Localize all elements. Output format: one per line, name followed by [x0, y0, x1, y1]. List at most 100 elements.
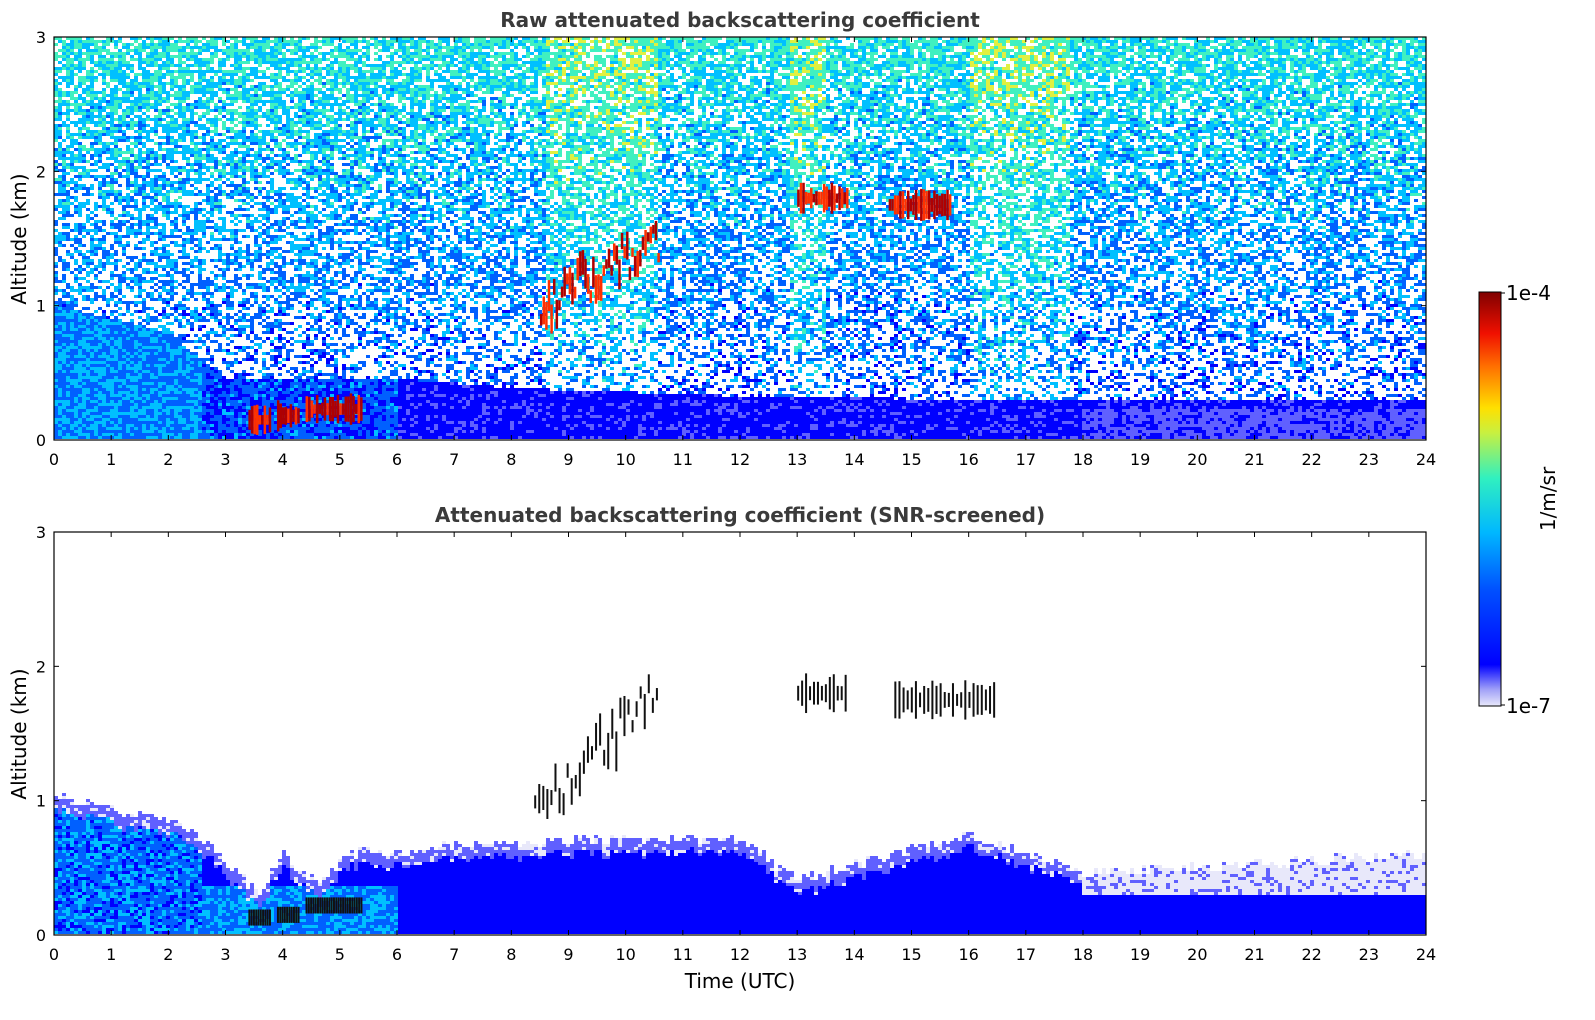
- aerosol-layer-mark: [356, 897, 358, 913]
- aerosol-layer-mark: [288, 907, 290, 923]
- strong-backscatter-mark: [285, 407, 288, 425]
- cloud-mark: [981, 685, 983, 715]
- y-tick-label: 3: [36, 28, 46, 47]
- cloud-mark: [554, 764, 556, 792]
- cloud-mark: [898, 681, 900, 718]
- x-tick-label: 1: [106, 450, 116, 469]
- aerosol-layer-mark: [279, 907, 281, 923]
- cloud-mark: [993, 682, 995, 718]
- strong-backscatter-mark: [838, 186, 841, 210]
- x-tick-label: 24: [1416, 945, 1436, 964]
- x-tick-label: 16: [958, 450, 978, 469]
- cloud-mark: [628, 699, 630, 714]
- cloud-mark: [919, 693, 921, 708]
- cloud-mark: [817, 682, 819, 705]
- strong-backscatter-mark: [290, 404, 293, 427]
- aerosol-layer-mark: [253, 909, 255, 925]
- strong-backscatter-mark: [841, 188, 844, 208]
- strong-backscatter-mark: [264, 406, 267, 435]
- strong-backscatter-mark: [553, 279, 556, 295]
- x-tick-label: 22: [1301, 450, 1321, 469]
- cloud-mark: [632, 720, 634, 732]
- strong-backscatter-mark: [899, 191, 902, 219]
- cloud-mark: [907, 690, 909, 709]
- strong-backscatter-mark: [574, 287, 577, 299]
- strong-backscatter-mark: [928, 190, 931, 219]
- cloud-mark: [968, 692, 970, 708]
- aerosol-layer-mark: [360, 897, 362, 913]
- strong-backscatter-mark: [902, 191, 905, 218]
- aerosol-layer-mark: [324, 897, 326, 913]
- aerosol-layer-mark: [264, 909, 266, 925]
- raw-backscatter-panel: Raw attenuated backscattering coefficien…: [7, 8, 1436, 469]
- y-tick-label: 2: [36, 657, 46, 676]
- cloud-mark: [923, 686, 925, 714]
- y-tick-label: 0: [36, 926, 46, 945]
- strong-backscatter-mark: [889, 199, 892, 211]
- cloud-mark: [833, 674, 835, 712]
- y-tick-label: 3: [36, 523, 46, 542]
- aerosol-layer-mark: [331, 897, 333, 913]
- cloud-mark: [801, 681, 803, 706]
- cloud-mark: [615, 731, 617, 771]
- strong-backscatter-mark: [836, 193, 839, 202]
- cloud-mark: [648, 674, 650, 693]
- aerosol-layer-mark: [267, 909, 269, 925]
- x-tick-label: 12: [730, 450, 750, 469]
- strong-backscatter-mark: [831, 183, 834, 214]
- x-tick-label: 0: [49, 945, 59, 964]
- strong-backscatter-mark: [277, 400, 280, 431]
- aerosol-layer-mark: [338, 897, 340, 913]
- strong-backscatter-mark: [571, 273, 574, 305]
- strong-backscatter-mark: [833, 186, 836, 211]
- cloud-mark: [567, 763, 569, 777]
- strong-backscatter-mark: [360, 397, 363, 421]
- x-tick-label: 1: [106, 945, 116, 964]
- cloud-mark: [837, 686, 839, 701]
- strong-backscatter-mark: [548, 280, 551, 311]
- y-tick-label: 1: [36, 792, 46, 811]
- x-tick-label: 8: [506, 450, 516, 469]
- strong-backscatter-mark: [642, 237, 645, 250]
- strong-backscatter-mark: [807, 193, 810, 204]
- aerosol-layer-mark: [295, 907, 297, 923]
- x-tick-label: 19: [1130, 945, 1150, 964]
- heatmap-raw: [54, 37, 1426, 439]
- x-tick-label: 9: [563, 450, 573, 469]
- strong-backscatter-mark: [917, 196, 920, 213]
- aerosol-layer-mark: [349, 897, 351, 913]
- colorbar: 1e-4 1e-7 1/m/sr: [1479, 281, 1560, 718]
- x-tick-label: 2: [163, 945, 173, 964]
- strong-backscatter-mark: [946, 190, 949, 220]
- strong-backscatter-mark: [311, 400, 314, 417]
- cloud-mark: [948, 693, 950, 707]
- strong-backscatter-mark: [579, 251, 582, 276]
- aerosol-layer-mark: [277, 907, 279, 923]
- strong-backscatter-mark: [292, 410, 295, 422]
- cloud-mark: [985, 689, 987, 710]
- strong-backscatter-mark: [815, 191, 818, 205]
- strong-backscatter-mark: [347, 396, 350, 421]
- strong-backscatter-mark: [279, 403, 282, 428]
- x-tick-label: 9: [563, 945, 573, 964]
- strong-backscatter-mark: [938, 196, 941, 215]
- strong-backscatter-mark: [631, 248, 634, 257]
- aerosol-layer-mark: [291, 907, 293, 923]
- cloud-mark: [542, 786, 544, 810]
- aerosol-layer-mark: [344, 897, 346, 913]
- x-tick-label: 23: [1359, 450, 1379, 469]
- aerosol-layer-mark: [260, 909, 262, 925]
- x-tick-label: 17: [1016, 945, 1036, 964]
- cloud-mark: [936, 686, 938, 714]
- strong-backscatter-mark: [603, 265, 606, 276]
- x-tick-label: 2: [163, 450, 173, 469]
- strong-backscatter-mark: [846, 188, 849, 208]
- cloud-mark: [825, 684, 827, 702]
- strong-backscatter-mark: [610, 265, 613, 276]
- strong-backscatter-mark: [802, 183, 805, 214]
- aerosol-layer-mark: [310, 897, 312, 913]
- aerosol-layer-mark: [269, 909, 271, 925]
- strong-backscatter-mark: [595, 275, 598, 304]
- aerosol-layer-mark: [262, 909, 264, 925]
- aerosol-layer-mark: [340, 897, 342, 913]
